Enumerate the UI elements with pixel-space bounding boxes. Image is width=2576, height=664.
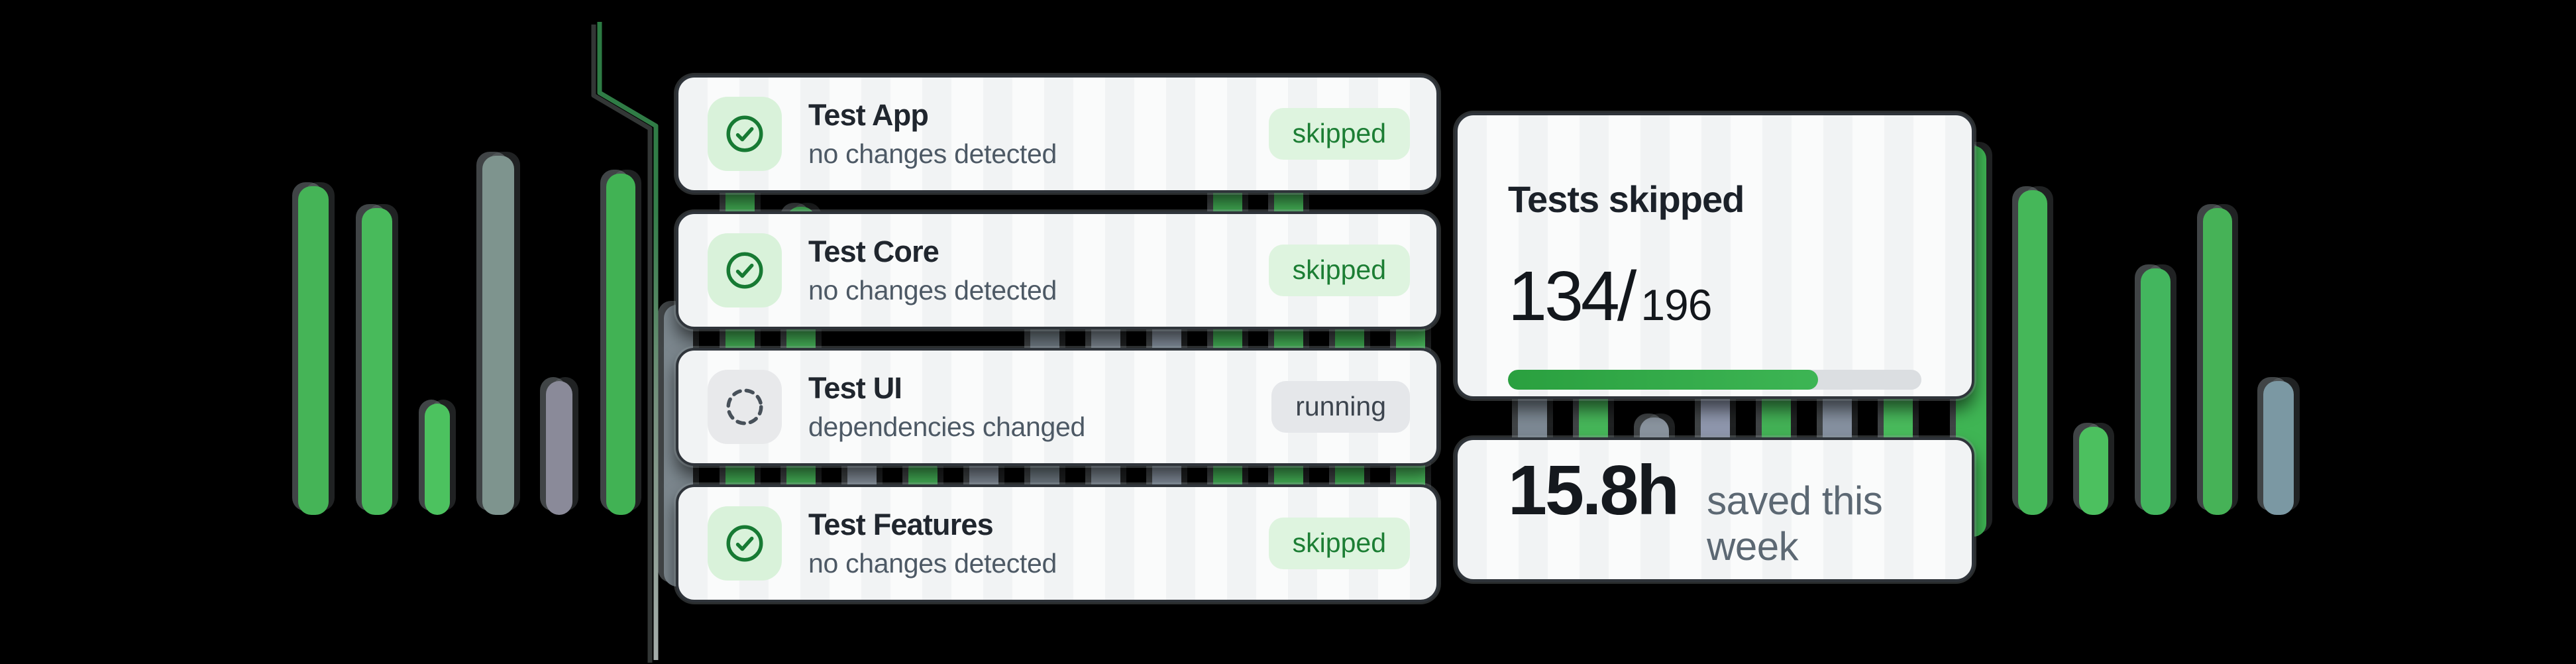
progress-bar-fill — [1508, 370, 1818, 390]
background-bar — [2141, 268, 2171, 515]
status-badge: skipped — [1268, 245, 1410, 296]
background-bar — [2018, 190, 2047, 515]
test-description: dependencies changed — [808, 412, 1086, 443]
background-bar — [362, 208, 392, 515]
tests-skipped-count: 134 / 196 — [1508, 256, 1921, 337]
step-line-shadow — [591, 25, 653, 663]
pipeline-card-text: Test UI dependencies changed — [808, 372, 1271, 443]
background-bar — [482, 156, 514, 515]
step-line — [597, 22, 659, 660]
background-bar — [298, 186, 329, 515]
tests-skipped-card: Tests skipped 134 / 196 — [1455, 113, 1974, 399]
test-name: Test Core — [808, 234, 939, 268]
test-name: Test UI — [808, 370, 902, 405]
pipeline-card[interactable]: Test Core no changes detected skipped — [676, 211, 1439, 329]
background-bar — [2203, 208, 2232, 515]
check-circle-icon — [726, 115, 763, 152]
status-icon-box — [708, 233, 782, 307]
tests-skipped-divider: / — [1617, 257, 1637, 335]
time-saved-label: saved this week — [1707, 478, 1883, 569]
test-description: no changes detected — [808, 275, 1057, 306]
test-description: no changes detected — [808, 548, 1057, 579]
spinner-icon — [726, 388, 763, 425]
status-icon-box — [708, 370, 782, 444]
background-bar — [2263, 381, 2294, 515]
check-circle-icon — [726, 525, 763, 562]
tests-skipped-title: Tests skipped — [1508, 178, 1744, 220]
time-saved-row: 15.8h saved this week — [1508, 451, 1921, 569]
status-badge: skipped — [1268, 518, 1410, 569]
background-bar — [425, 404, 450, 515]
pipeline-card-text: Test Features no changes detected — [808, 508, 1269, 579]
check-circle-icon — [726, 252, 763, 289]
pipeline-card-text: Test Core no changes detected — [808, 235, 1269, 306]
pipeline-card-text: Test App no changes detected — [808, 99, 1269, 170]
test-description: no changes detected — [808, 138, 1057, 170]
status-badge: running — [1271, 381, 1410, 433]
status-icon-box — [708, 97, 782, 171]
status-badge: skipped — [1268, 108, 1410, 160]
pipeline-card[interactable]: Test App no changes detected skipped — [676, 75, 1439, 193]
test-name: Test Features — [808, 507, 994, 541]
status-icon-box — [708, 506, 782, 581]
time-saved-card: 15.8h saved this week — [1455, 437, 1974, 582]
tests-skipped-total: 196 — [1640, 280, 1712, 329]
background-bar — [546, 381, 572, 515]
test-name: Test App — [808, 97, 929, 132]
background-bar — [2079, 427, 2108, 515]
background-bar — [606, 174, 635, 515]
time-saved-value: 15.8h — [1508, 451, 1680, 529]
progress-bar-track — [1508, 370, 1921, 390]
tests-skipped-value: 134 — [1508, 257, 1620, 335]
pipeline-card[interactable]: Test UI dependencies changed running — [676, 348, 1439, 466]
pipeline-card[interactable]: Test Features no changes detected skippe… — [676, 484, 1439, 602]
